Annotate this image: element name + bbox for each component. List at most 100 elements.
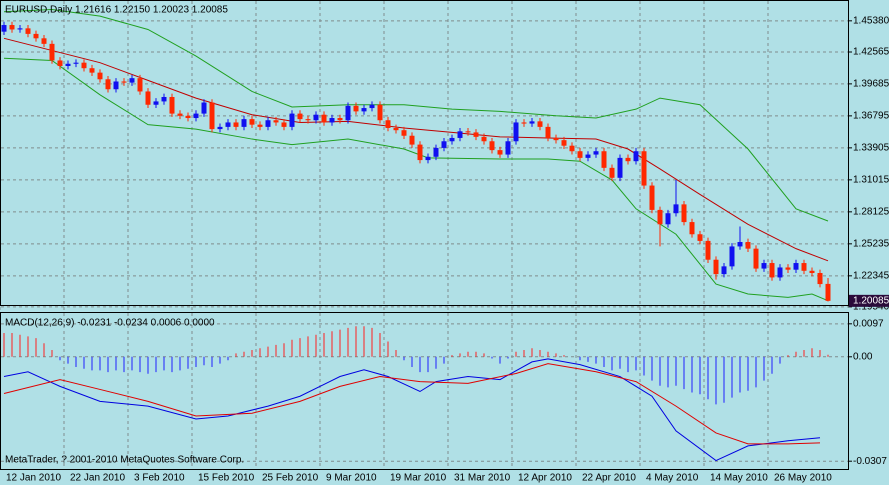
x-tick-label: 31 Mar 2010 (454, 473, 511, 484)
candle-body (609, 167, 615, 178)
candle-body (433, 147, 439, 157)
y-tick-label: 1.39685 (853, 79, 889, 90)
candle-body (681, 204, 687, 223)
candle-body (769, 263, 775, 278)
candle-body (777, 267, 783, 278)
candle-body (825, 283, 831, 301)
candle-body (521, 122, 527, 124)
candle-body (57, 60, 63, 66)
indicator-line (3, 57, 829, 302)
candle-body (97, 72, 103, 80)
candle-body (153, 101, 159, 105)
candle-body (697, 234, 703, 241)
candle-body (705, 240, 711, 260)
candle-body (41, 38, 47, 44)
y-tick-label: 1.33905 (853, 142, 889, 153)
candle-body (481, 136, 487, 142)
candle-body (185, 115, 191, 119)
candle-body (121, 81, 127, 83)
macd-pane-frame (0, 312, 849, 470)
candle-body (745, 242, 751, 249)
indicator-line (3, 358, 821, 462)
x-tick-label: 19 Mar 2010 (390, 473, 447, 484)
candle-body (417, 144, 423, 161)
candle-body (561, 140, 567, 146)
candle-body (337, 118, 343, 121)
candle-body (193, 113, 199, 119)
candle-body (313, 114, 319, 121)
candle-body (321, 114, 327, 123)
candle-body (129, 78, 135, 83)
candle-body (577, 151, 583, 158)
candle-body (449, 137, 455, 142)
candle-body (537, 121, 543, 127)
y-tick-label: 1.28125 (853, 206, 889, 217)
indicator-title: MACD(12,26,9) -0.0231 -0.0234 0.0006 0.0… (5, 318, 215, 329)
candle-body (529, 121, 535, 124)
candle-body (249, 119, 255, 125)
candle-body (713, 259, 719, 275)
candle-body (241, 119, 247, 127)
candle-body (169, 96, 175, 114)
candle-body (801, 263, 807, 271)
indicator-line (3, 363, 821, 445)
candle-body (737, 242, 743, 247)
candle-body (793, 263, 799, 270)
candle-body (225, 122, 231, 127)
candle-body (457, 131, 463, 138)
candle-body (145, 91, 151, 105)
candle-body (17, 28, 23, 30)
candle-body (65, 63, 71, 66)
price-tag-label: 1.20085 (853, 295, 889, 306)
candle-body (49, 43, 55, 61)
y-tick-label: 1.45380 (853, 15, 889, 26)
candle-body (545, 126, 551, 138)
candle-body (25, 28, 31, 34)
chart-title: EURUSD,Daily 1.21616 1.22150 1.20023 1.2… (5, 5, 228, 16)
candle-body (369, 104, 375, 109)
candle-body (569, 145, 575, 152)
candle-body (497, 150, 503, 155)
candle-body (9, 25, 15, 30)
candle-body (393, 127, 399, 131)
x-tick-label: 26 May 2010 (774, 473, 832, 484)
candle-body (217, 126, 223, 130)
candle-body (753, 248, 759, 269)
candle-body (633, 151, 639, 162)
candle-body (73, 62, 79, 64)
x-tick-label: 4 May 2010 (646, 473, 699, 484)
candle-body (385, 120, 391, 128)
candle-body (265, 120, 271, 127)
candle-body (585, 154, 591, 158)
candle-body (553, 137, 559, 141)
x-tick-label: 14 May 2010 (710, 473, 768, 484)
x-tick-label: 22 Apr 2010 (582, 473, 636, 484)
candle-body (649, 185, 655, 210)
candle-body (657, 209, 663, 225)
candle-body (361, 108, 367, 112)
candle-body (297, 113, 303, 120)
candle-body (465, 131, 471, 133)
price-tag (849, 294, 889, 307)
candle-body (425, 156, 431, 161)
y-tick-label: 1.36795 (853, 111, 889, 122)
candle-body (81, 62, 87, 69)
y-tick-label: 1.22345 (853, 270, 889, 281)
candle-body (785, 267, 791, 270)
x-tick-label: 22 Jan 2010 (70, 473, 125, 484)
candle-body (513, 122, 519, 142)
x-tick-label: 9 Mar 2010 (326, 473, 377, 484)
x-tick-label: 12 Apr 2010 (518, 473, 572, 484)
candle-body (281, 122, 287, 127)
candle-body (353, 105, 359, 112)
y-tick-label: 0.00 (853, 351, 873, 362)
candle-body (161, 96, 167, 102)
y-tick-label: 1.25235 (853, 238, 889, 249)
candle-body (329, 118, 335, 123)
candle-body (137, 78, 143, 92)
y-tick-label: -0.0307 (853, 456, 887, 467)
candle-body (721, 266, 727, 275)
